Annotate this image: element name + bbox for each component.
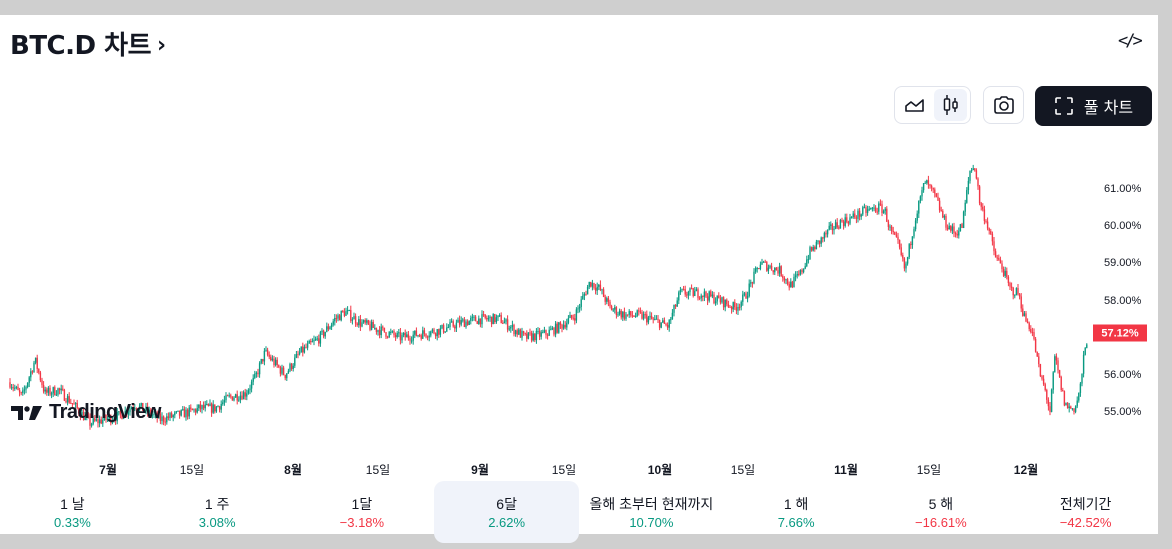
period-change-value: 7.66% [777, 515, 815, 530]
period-change-value: 0.33% [53, 515, 91, 530]
full-chart-label: 풀 차트 [1083, 98, 1134, 117]
time-tick-label: 7월 [99, 463, 117, 477]
chart-title: BTC.D 차트 [10, 31, 152, 61]
time-tick-label: 11월 [834, 463, 858, 477]
time-tick-label: 15일 [916, 463, 942, 477]
price-tick-label: 59.00% [1104, 257, 1142, 270]
period-tab-2[interactable]: 1달 −3.18% [290, 481, 435, 543]
time-tick-label: 8월 [284, 463, 302, 477]
period-tab-3[interactable]: 6달 2.62% [434, 481, 579, 543]
period-change-value: −3.18% [339, 515, 385, 530]
chart-title-link[interactable]: BTC.D 차트 › [10, 25, 166, 62]
snapshot-button[interactable] [983, 86, 1024, 124]
area-chart-icon [904, 99, 924, 112]
embed-code-icon[interactable]: </> [1118, 31, 1143, 51]
period-label: 1달 [351, 496, 373, 512]
period-change-value: 3.08% [198, 515, 236, 530]
time-tick-label: 12월 [1013, 463, 1039, 477]
period-label: 5 해 [928, 496, 954, 512]
time-tick-label: 15일 [365, 463, 391, 477]
period-label: 1 주 [204, 496, 230, 512]
chart-type-switcher [894, 86, 971, 124]
period-label: 1 해 [783, 496, 809, 512]
price-tick-label: 58.00% [1104, 294, 1142, 307]
period-tab-6[interactable]: 5 해 −16.61% [869, 481, 1014, 543]
performance-periods: 1 날 0.33% 1 주 3.08% 1달 −3.18% 6달 2.62% 올해 초부터 현재… [0, 481, 1158, 543]
tradingview-logo[interactable]: TradingView [11, 401, 161, 424]
period-change-value: −16.61% [915, 515, 967, 530]
price-tick-label: 55.00% [1104, 406, 1142, 418]
time-tick-label: 10월 [647, 463, 673, 477]
period-label: 6달 [496, 496, 517, 512]
period-label: 올해 초부터 현재까지 [589, 496, 714, 512]
symbol-chart-widget: BTC.D 차트 › </> 풀 차트 [0, 15, 1158, 543]
period-change-value: 10.70% [629, 515, 674, 530]
time-tick-label: 9월 [471, 463, 489, 477]
chevron-right-icon: › [157, 33, 166, 58]
period-change-value: −42.52% [1059, 515, 1112, 530]
period-change-value: 2.62% [488, 515, 526, 530]
price-tick-label: 61.00% [1104, 183, 1142, 195]
camera-icon [993, 96, 1014, 114]
area-chart-button[interactable] [898, 89, 931, 121]
period-tab-0[interactable]: 1 날 0.33% [0, 481, 145, 543]
time-tick-label: 15일 [551, 463, 577, 477]
candles-chart-icon [943, 95, 958, 115]
period-label: 1 날 [60, 496, 85, 512]
full-chart-button[interactable]: 풀 차트 [1035, 86, 1152, 126]
chart-canvas[interactable]: 61.00% 60.00% 59.00% 58.00% 56.00% 55.00% 57.… [0, 135, 1158, 477]
time-tick-label: 15일 [179, 463, 205, 477]
tradingview-logo-icon [11, 405, 42, 420]
time-tick-label: 15일 [730, 463, 756, 477]
price-tick-label: 56.00% [1104, 368, 1142, 381]
period-tab-1[interactable]: 1 주 3.08% [145, 481, 290, 543]
candles-chart-button[interactable] [934, 89, 967, 121]
candlestick-series [9, 164, 1088, 430]
period-tab-4[interactable]: 올해 초부터 현재까지 10.70% [579, 481, 724, 543]
period-tab-7[interactable]: 전체기간 −42.52% [1013, 481, 1158, 543]
period-label: 전체기간 [1059, 496, 1112, 512]
period-tab-5[interactable]: 1 해 7.66% [724, 481, 869, 543]
tradingview-logo-text: TradingView [49, 401, 161, 423]
price-tick-label: 60.00% [1104, 220, 1142, 233]
fullscreen-icon [1055, 97, 1073, 115]
last-price-label: 57.12% [1093, 324, 1147, 342]
